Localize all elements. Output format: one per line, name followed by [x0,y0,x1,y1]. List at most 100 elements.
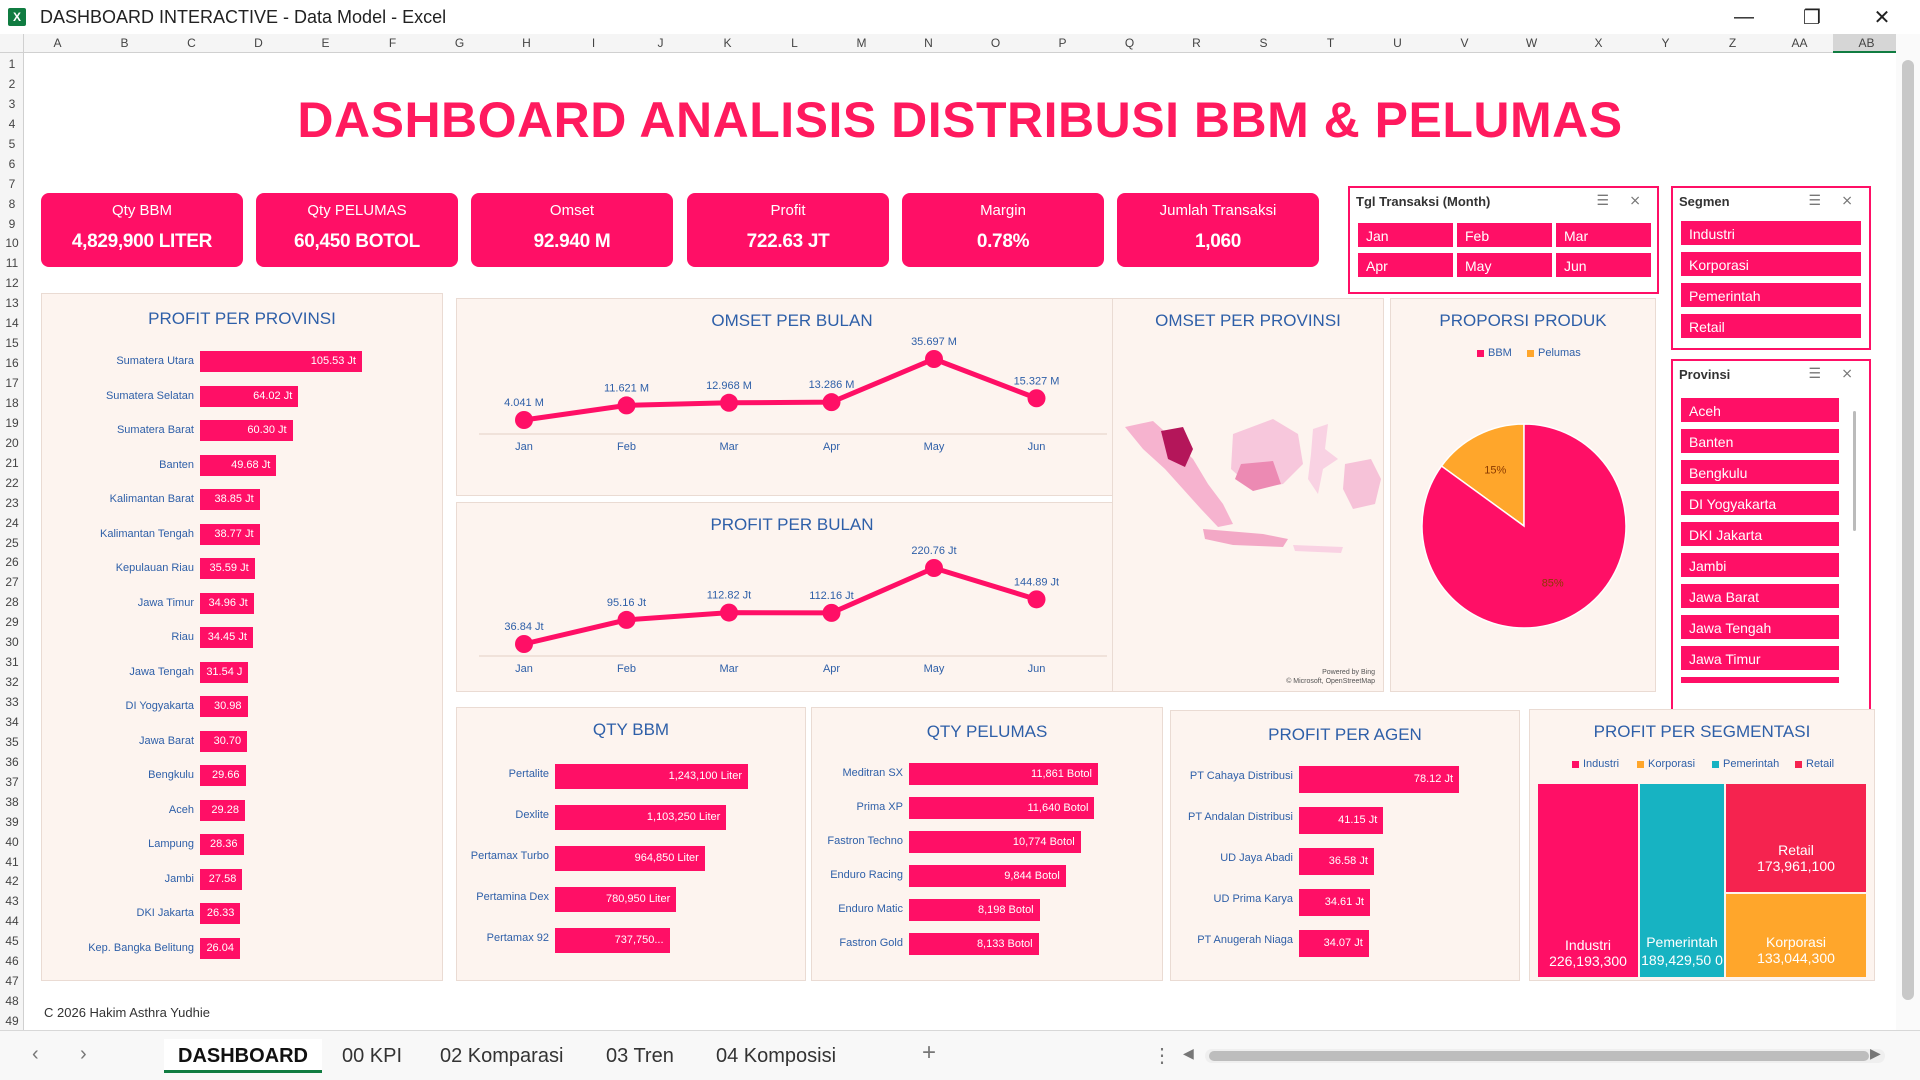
bar[interactable]: 31.54 J [200,661,249,683]
slicer-item-jambi[interactable]: Jambi [1680,552,1840,578]
slicer-item-aceh[interactable]: Aceh [1680,397,1840,423]
horizontal-scrollbar[interactable] [1205,1049,1885,1063]
bar[interactable]: 35.59 Jt [200,558,255,579]
row-header[interactable]: 29 [5,615,19,630]
chart-profit-per-segmentasi[interactable]: PROFIT PER SEGMENTASI Industri Korporasi… [1529,709,1875,981]
row-header[interactable]: 27 [5,575,19,590]
scroll-right-icon[interactable]: ▶ [1870,1045,1881,1061]
slicer-item-jawa-barat[interactable]: Jawa Barat [1680,583,1840,609]
slicer-item-partial[interactable] [1680,676,1840,684]
slicer-scrollbar[interactable] [1853,411,1856,531]
slicer-item-jun[interactable]: Jun [1555,252,1652,278]
slicer-item-jawa-tengah[interactable]: Jawa Tengah [1680,614,1840,640]
column-header[interactable]: V [1460,36,1469,50]
row-header[interactable]: 48 [5,994,19,1009]
slicer-item-bengkulu[interactable]: Bengkulu [1680,459,1840,485]
slicer-item-jan[interactable]: Jan [1357,222,1454,248]
row-header[interactable]: 1 [8,57,16,71]
slicer-item-retail[interactable]: Retail [1680,313,1862,339]
row-header[interactable]: 11 [5,256,19,271]
slicer-item-di-yogyakarta[interactable]: DI Yogyakarta [1680,490,1840,516]
chart-profit-per-agen[interactable]: PROFIT PER AGEN PT Cahaya Distribusi 78.1… [1170,710,1520,981]
bar[interactable]: 26.04 [200,937,240,959]
column-header[interactable]: N [924,36,933,50]
chart-qty-bbm[interactable]: QTY BBM Pertalite 1,243,100 Liter Dexlite 1… [456,707,806,981]
treemap-industri[interactable]: Industri 226,193,300 [1538,784,1638,977]
chart-omset-per-provinsi-map[interactable]: OMSET PER PROVINSI Powered by Bing © Mic… [1112,298,1384,692]
bar[interactable]: 26.33 [200,903,241,924]
slicer-multiselect-icon[interactable]: ☰ [1808,192,1829,208]
slicer-item-feb[interactable]: Feb [1456,222,1553,248]
row-header[interactable]: 5 [8,136,16,151]
bar[interactable]: 1,103,250 Liter [555,805,727,830]
row-header[interactable]: 25 [5,535,19,550]
row-header[interactable]: 23 [5,495,19,510]
column-header[interactable]: E [321,36,330,50]
column-header[interactable]: O [990,36,1001,50]
bar[interactable]: 34.61 Jt [1299,889,1370,916]
bar[interactable]: 36.58 Jt [1299,848,1374,875]
bar[interactable]: 11,640 Botol [909,797,1095,819]
bar[interactable]: 9,844 Botol [909,865,1066,887]
bar[interactable]: 41.15 Jt [1299,807,1384,834]
column-header[interactable]: D [254,36,263,50]
slicer-item-pemerintah[interactable]: Pemerintah [1680,282,1862,308]
tab-02-komparasi[interactable]: 02 Komparasi [440,1045,564,1067]
row-header[interactable]: 18 [5,395,19,410]
column-header[interactable]: U [1393,36,1402,50]
slicer-item-mar[interactable]: Mar [1555,222,1652,248]
close-button[interactable]: ✕ [1873,6,1891,29]
row-header[interactable]: 31 [5,655,19,670]
bar[interactable]: 1,243,100 Liter [555,764,748,789]
row-header[interactable]: 12 [5,276,19,291]
column-header[interactable]: J [657,36,664,50]
bar[interactable]: 34.45 Jt [200,627,253,648]
vertical-scroll-thumb[interactable] [1902,60,1914,1000]
bar[interactable]: 38.85 Jt [200,489,260,510]
slicer-multiselect-icon[interactable]: ☰ [1808,365,1829,381]
bar[interactable]: 49.68 Jt [200,454,277,476]
row-header[interactable]: 9 [8,216,16,231]
bar[interactable]: 64.02 Jt [200,385,299,407]
row-header[interactable]: 39 [5,814,19,829]
tab-03-tren[interactable]: 03 Tren [606,1045,674,1067]
row-header[interactable]: 28 [5,595,19,610]
column-header[interactable]: W [1525,36,1538,50]
restore-button[interactable]: ❐ [1803,6,1821,29]
add-sheet-icon[interactable]: + [922,1039,937,1066]
row-header[interactable]: 15 [5,336,19,351]
slicer-item-banten[interactable]: Banten [1680,428,1840,454]
column-header[interactable]: B [120,36,129,50]
chart-profit-per-bulan[interactable]: PROFIT PER BULAN 36.84 Jt Jan 95.16 Jt Feb 1… [456,502,1128,692]
vertical-scrollbar[interactable] [1896,34,1920,1030]
more-options-icon[interactable]: ⋮ [1152,1045,1172,1067]
row-header[interactable]: 10 [5,236,19,251]
bar[interactable]: 8,133 Botol [909,933,1039,955]
row-header[interactable]: 33 [5,695,19,710]
row-header[interactable]: 34 [5,714,19,729]
slicer-clear-filter-icon[interactable]: ⨯ [1841,192,1861,208]
row-header[interactable]: 7 [8,176,16,191]
row-header[interactable]: 6 [8,156,16,171]
column-header[interactable]: Y [1661,36,1670,50]
tab-00-kpi[interactable]: 00 KPI [342,1045,403,1067]
bar[interactable]: 38.77 Jt [200,523,260,545]
row-header[interactable]: 45 [5,934,19,949]
bar[interactable]: 11,861 Botol [909,763,1098,785]
column-header[interactable]: M [856,36,867,50]
bar[interactable]: 78.12 Jt [1299,766,1459,793]
row-header[interactable]: 40 [5,834,19,849]
row-header[interactable]: 30 [5,635,19,650]
slicer-item-apr[interactable]: Apr [1357,252,1454,278]
row-header[interactable]: 20 [5,435,19,450]
treemap-korporasi[interactable]: Korporasi 133,044,300 [1726,894,1866,977]
column-header[interactable]: Z [1728,36,1737,50]
row-header[interactable]: 43 [5,894,19,909]
column-header[interactable]: T [1326,36,1335,50]
row-header[interactable]: 46 [5,954,19,969]
tab-04-komposisi[interactable]: 04 Komposisi [716,1045,837,1067]
bar[interactable]: 105.53 Jt [200,351,362,372]
row-header[interactable]: 3 [8,96,16,111]
bar[interactable]: 34.07 Jt [1299,930,1369,957]
slicer-item-jawa-timur[interactable]: Jawa Timur [1680,645,1840,671]
